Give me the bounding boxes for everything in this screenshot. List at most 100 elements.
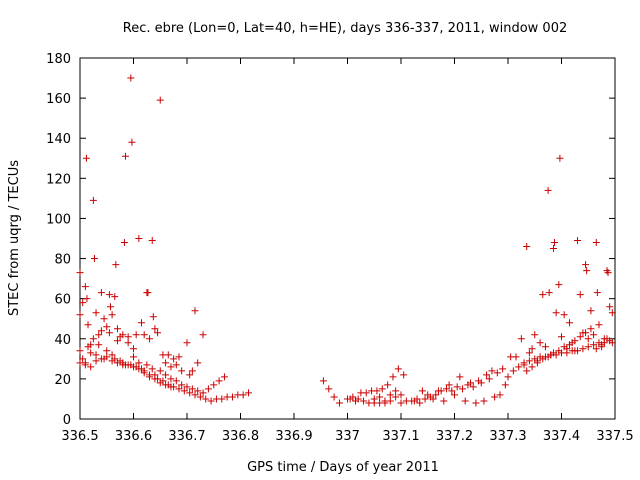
data-point: [92, 351, 100, 359]
data-point: [199, 331, 207, 339]
data-point: [563, 349, 571, 357]
data-point: [583, 267, 591, 275]
data-point: [89, 196, 97, 204]
data-point: [533, 359, 541, 367]
x-tick-label: 336.5: [61, 429, 98, 444]
data-point: [81, 283, 89, 291]
data-point: [186, 371, 194, 379]
data-point: [89, 335, 97, 343]
data-point: [584, 343, 592, 351]
data-point: [362, 389, 370, 397]
data-point: [592, 239, 600, 247]
data-point: [461, 397, 469, 405]
data-point: [453, 383, 461, 391]
data-point: [480, 397, 488, 405]
x-tick-label: 337.3: [489, 429, 526, 444]
data-point: [432, 391, 440, 399]
data-point: [459, 385, 467, 393]
data-point: [319, 377, 327, 385]
data-point: [544, 353, 552, 361]
data-point: [97, 289, 105, 297]
data-point: [172, 361, 180, 369]
data-point: [523, 367, 531, 375]
data-point: [483, 371, 491, 379]
x-tick-label: 337.1: [382, 429, 419, 444]
data-point: [194, 387, 202, 395]
data-point: [162, 371, 170, 379]
data-point: [128, 138, 136, 146]
data-point: [210, 381, 218, 389]
data-point: [566, 341, 574, 349]
data-points: [76, 74, 616, 407]
data-point: [245, 389, 253, 397]
data-point: [525, 349, 533, 357]
data-point: [84, 343, 92, 351]
data-point: [523, 243, 531, 251]
data-point: [112, 261, 120, 269]
x-tick-label: 336.6: [115, 429, 152, 444]
data-point: [97, 355, 105, 363]
data-point: [76, 269, 84, 277]
data-point: [451, 391, 458, 399]
data-point: [397, 399, 405, 407]
data-point: [410, 397, 418, 405]
y-axis-title: STEC from uqrg / TECUs: [7, 160, 22, 316]
data-point: [330, 393, 338, 401]
data-point: [608, 309, 616, 317]
data-point: [113, 337, 121, 345]
data-point: [82, 154, 90, 162]
y-tick-label: 120: [46, 172, 71, 187]
data-point: [204, 385, 212, 393]
data-point: [103, 353, 111, 361]
data-point: [603, 335, 611, 343]
data-point: [90, 255, 98, 263]
data-point: [199, 389, 207, 397]
data-point: [590, 341, 598, 349]
data-point: [515, 363, 523, 371]
data-point: [501, 381, 509, 389]
data-point: [445, 381, 453, 389]
y-tick-label: 40: [54, 333, 71, 348]
data-point: [509, 367, 517, 375]
data-point: [151, 375, 159, 383]
x-axis-title: GPS time / Days of year 2011: [247, 460, 439, 475]
data-point: [469, 383, 477, 391]
data-point: [560, 311, 568, 319]
data-point: [183, 383, 191, 391]
data-point: [162, 359, 170, 367]
data-point: [130, 353, 137, 361]
data-point: [92, 357, 100, 365]
data-point: [325, 385, 333, 393]
data-point: [188, 385, 196, 393]
data-point: [520, 359, 528, 367]
data-point: [140, 369, 148, 377]
data-point: [135, 359, 143, 367]
data-point: [587, 325, 595, 333]
data-point: [493, 369, 501, 377]
data-point: [517, 335, 525, 343]
data-point: [539, 291, 547, 299]
data-point: [108, 351, 116, 359]
data-point: [587, 307, 595, 315]
data-point: [81, 361, 89, 369]
data-point: [558, 333, 565, 341]
data-point: [584, 335, 592, 343]
y-tick-label: 160: [46, 92, 71, 107]
data-point: [183, 339, 191, 347]
x-tick-label: 337.2: [436, 429, 473, 444]
data-point: [135, 235, 143, 242]
data-point: [113, 359, 121, 367]
data-point: [202, 395, 210, 403]
data-point: [105, 291, 113, 299]
data-point: [574, 347, 582, 355]
data-point: [504, 373, 512, 381]
data-point: [228, 393, 236, 401]
x-tick-label: 336.9: [275, 429, 312, 444]
data-point: [156, 379, 164, 387]
data-point: [79, 299, 87, 307]
data-point: [156, 96, 164, 104]
data-point: [138, 319, 146, 327]
data-point: [442, 385, 450, 393]
data-point: [146, 335, 154, 343]
data-point: [103, 323, 111, 331]
